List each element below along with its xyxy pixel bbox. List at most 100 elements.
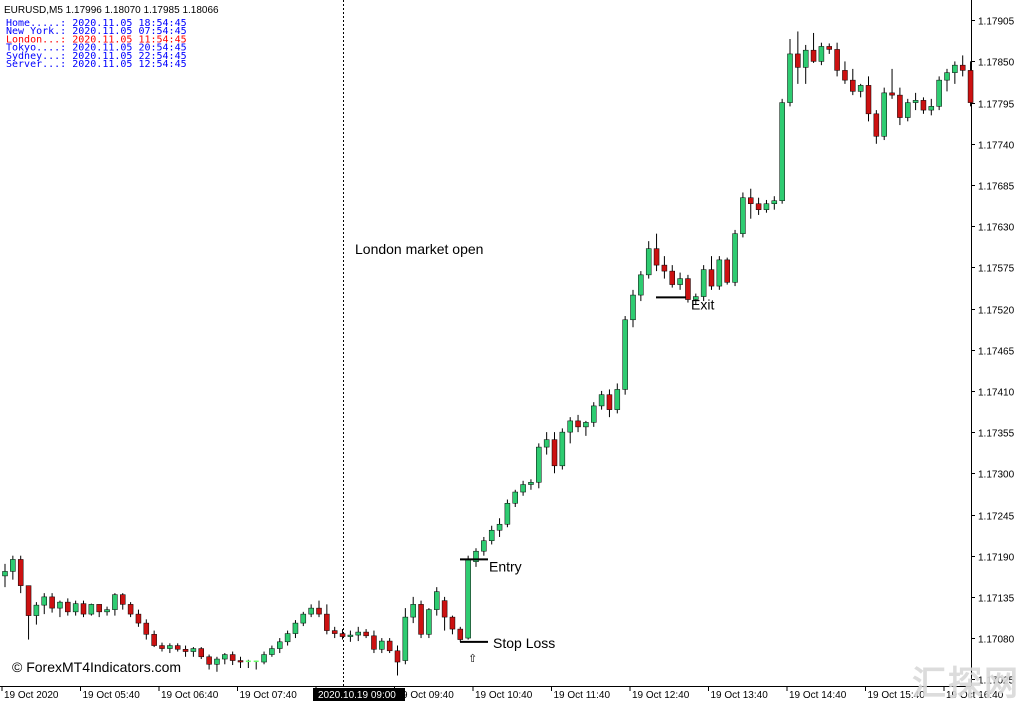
- y-tick-label: 1.17410: [978, 388, 1015, 399]
- candle-body: [959, 64, 966, 71]
- candle-body: [316, 607, 322, 615]
- candle-body: [473, 550, 479, 562]
- candle-body: [182, 649, 189, 652]
- candle-body: [740, 197, 746, 234]
- x-tick-label: 19 Oct 2020: [4, 690, 59, 701]
- y-tick-label: 1.17300: [978, 470, 1015, 481]
- candle-body: [897, 94, 903, 118]
- stamp-watermark: 汇探网: [912, 664, 1020, 704]
- candle-body: [33, 604, 40, 616]
- candle-body: [638, 274, 644, 296]
- y-tick-label: 1.17630: [978, 223, 1015, 234]
- candle-body: [418, 604, 424, 635]
- candle-body: [410, 604, 416, 618]
- candle-body: [449, 616, 456, 630]
- candle-body: [677, 278, 683, 285]
- candle-body: [850, 79, 856, 92]
- candle-body: [120, 594, 126, 605]
- x-tick-label: 19 Oct 14:40: [789, 690, 847, 701]
- candle-body: [49, 596, 55, 609]
- candle-body: [810, 49, 817, 62]
- candle-body: [802, 49, 809, 68]
- candle-body: [575, 420, 581, 428]
- candle-body: [339, 633, 346, 637]
- session-clock-line: Server...: 2020.11.05 12:54:45: [6, 59, 187, 70]
- candle-body: [818, 46, 825, 62]
- candle-body: [826, 46, 832, 50]
- candle-body: [261, 654, 267, 663]
- candle-body: [300, 613, 307, 624]
- candle-body: [496, 523, 503, 531]
- candle-body: [355, 631, 361, 636]
- candle-body: [488, 529, 495, 541]
- stop-loss-label: Stop Loss: [493, 635, 555, 651]
- candle-body: [25, 585, 32, 616]
- candle-body: [174, 645, 181, 650]
- candle-body: [434, 591, 440, 610]
- candle-body: [237, 660, 244, 663]
- candle-body: [583, 422, 589, 428]
- candle-body: [716, 259, 723, 287]
- candle-body: [206, 656, 212, 665]
- candle-body: [645, 248, 652, 276]
- candle-body: [567, 420, 573, 433]
- y-tick-label: 1.17080: [978, 635, 1015, 646]
- candle-body: [952, 64, 958, 73]
- candle-body: [787, 53, 793, 103]
- y-tick-label: 1.17520: [978, 306, 1015, 317]
- candle-body: [795, 53, 801, 68]
- candle-body: [661, 264, 668, 272]
- x-tick-label: 19 Oct 10:40: [475, 690, 533, 701]
- x-tick-label: 19 Oct 11:40: [554, 690, 611, 701]
- candle-body: [881, 92, 887, 137]
- candle-body: [551, 439, 558, 467]
- y-tick-label: 1.17190: [978, 553, 1015, 564]
- candle-body: [17, 559, 24, 586]
- x-tick-label: 19 Oct 06:40: [161, 690, 219, 701]
- candle-body: [512, 491, 518, 504]
- candle-body: [2, 571, 8, 577]
- candle-body: [190, 648, 197, 652]
- candle-body: [504, 503, 511, 525]
- candle-body: [669, 270, 675, 285]
- candle-body: [96, 604, 102, 613]
- candle-body: [771, 200, 778, 204]
- candle-body: [159, 645, 165, 649]
- candle-body: [167, 645, 173, 649]
- candle-body: [842, 70, 848, 81]
- exit-label: Exit: [691, 296, 714, 312]
- candle-body: [614, 389, 621, 410]
- time-axis: 19 Oct 2020 19 Oct 05:40 19 Oct 06:40 19 Oc…: [1, 686, 1004, 701]
- candle-body: [402, 616, 409, 661]
- x-tick-label: 19 Oct 13:40: [711, 690, 769, 701]
- candle-body: [80, 603, 87, 615]
- candle-body: [135, 613, 142, 624]
- candle-body: [324, 613, 330, 631]
- y-tick-label: 1.17135: [978, 594, 1015, 605]
- candle-body: [481, 540, 487, 552]
- candle-body: [386, 640, 393, 652]
- candle-body: [127, 604, 134, 615]
- x-tick-label: 2020.10.19 09:00: [318, 690, 396, 701]
- candle-body: [912, 100, 919, 103]
- candle-body: [755, 203, 762, 210]
- price-axis: 1.17905 1.17850 1.17795 1.17740 1.17685 1.176…: [971, 17, 1015, 687]
- candle-body: [889, 92, 895, 96]
- y-tick-label: 1.17685: [978, 182, 1015, 193]
- candle-body: [536, 446, 542, 483]
- candle-body: [284, 633, 291, 643]
- candle-body: [151, 634, 157, 646]
- session-clock-line: New York.: 2020.11.05 07:54:45: [6, 26, 187, 37]
- candle-body: [630, 294, 636, 321]
- x-tick-label: 19 Oct 16:40: [946, 690, 1004, 701]
- candle-body: [920, 100, 927, 111]
- session-clock-line: London...: 2020.11.05 11:54:45: [6, 34, 187, 45]
- candle-body: [936, 79, 942, 107]
- candle-body: [198, 648, 204, 658]
- x-tick-label: 19 Oct 15:40: [868, 690, 926, 701]
- candle-body: [457, 628, 464, 640]
- candle-body: [763, 203, 770, 210]
- candle-body: [520, 484, 526, 493]
